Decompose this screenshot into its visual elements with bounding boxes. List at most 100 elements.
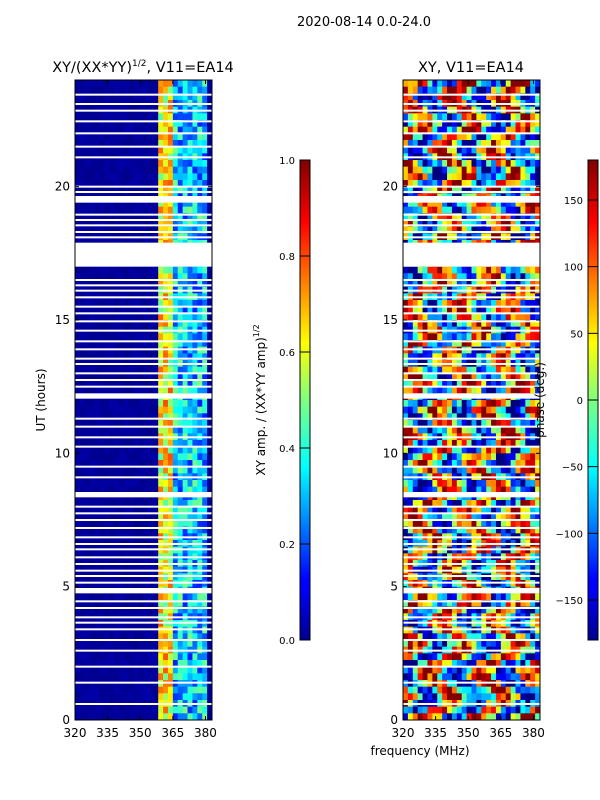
heatmap-cell	[192, 120, 198, 128]
heatmap-cell	[187, 640, 194, 648]
flag-line	[75, 436, 212, 439]
heatmap-cell	[525, 173, 531, 181]
heatmap-cell	[515, 446, 522, 454]
heatmap-cell	[158, 306, 164, 314]
heatmap-cell	[447, 273, 453, 281]
heatmap-cell	[114, 593, 120, 601]
heatmap-cell	[491, 146, 497, 154]
heatmap-cell	[197, 220, 203, 228]
heatmap-cell	[104, 373, 110, 381]
heatmap-cell	[495, 406, 502, 414]
heatmap-cell	[495, 513, 502, 521]
heatmap-cell	[182, 133, 189, 141]
heatmap-cell	[177, 173, 184, 181]
heatmap-cell	[153, 173, 159, 181]
heatmap-cell	[495, 440, 502, 448]
heatmap-cell	[182, 446, 189, 454]
heatmap-cell	[202, 280, 208, 288]
heatmap-cell	[442, 306, 448, 314]
heatmap-cell	[207, 273, 212, 281]
heatmap-cell	[143, 440, 149, 448]
heatmap-cell	[427, 460, 433, 468]
heatmap-cell	[84, 226, 91, 234]
heatmap-cell	[202, 453, 208, 461]
heatmap-cell	[491, 513, 497, 521]
heatmap-cell	[114, 400, 120, 408]
heatmap-cell	[143, 460, 149, 468]
heatmap-cell	[515, 133, 522, 141]
heatmap-cell	[525, 113, 531, 121]
heatmap-cell	[167, 440, 174, 448]
heatmap-cell	[143, 140, 149, 148]
heatmap-cell	[437, 186, 443, 194]
heatmap-cell	[202, 500, 208, 508]
heatmap-cell	[407, 480, 414, 488]
heatmap-cell	[148, 686, 154, 694]
heatmap-cell	[417, 313, 424, 321]
heatmap-cell	[133, 373, 140, 381]
heatmap-cell	[109, 593, 115, 601]
heatmap-cell	[177, 120, 184, 128]
heatmap-cell	[466, 373, 473, 381]
heatmap-cell	[505, 506, 512, 514]
heatmap-cell	[403, 180, 409, 188]
heatmap-cell	[138, 306, 145, 314]
heatmap-cell	[94, 173, 101, 181]
heatmap-cell	[163, 406, 169, 414]
heatmap-cell	[491, 486, 497, 494]
heatmap-cell	[456, 593, 463, 601]
heatmap-cell	[412, 426, 419, 434]
heatmap-cell	[138, 506, 145, 514]
heatmap-cell	[119, 340, 125, 348]
heatmap-cell	[79, 306, 86, 314]
heatmap-cell	[461, 133, 468, 141]
heatmap-cell	[422, 500, 429, 508]
heatmap-cell	[495, 446, 502, 454]
heatmap-cell	[84, 713, 91, 720]
heatmap-cell	[417, 140, 424, 148]
heatmap-cell	[451, 333, 458, 341]
heatmap-cell	[491, 420, 497, 428]
heatmap-cell	[104, 186, 110, 194]
heatmap-cell	[197, 300, 203, 308]
heatmap-cell	[84, 166, 91, 174]
heatmap-cell	[481, 513, 487, 521]
heatmap-cell	[427, 453, 433, 461]
heatmap-cell	[422, 400, 429, 408]
heatmap-cell	[104, 146, 110, 154]
heatmap-cell	[510, 373, 517, 381]
heatmap-cell	[104, 486, 110, 494]
heatmap-cell	[510, 460, 517, 468]
heatmap-cell	[192, 413, 198, 421]
heatmap-cell	[486, 206, 492, 214]
heatmap-cell	[456, 500, 463, 508]
heatmap-cell	[94, 500, 101, 508]
heatmap-cell	[138, 186, 145, 194]
heatmap-cell	[202, 400, 208, 408]
heatmap-cell	[515, 333, 522, 341]
heatmap-cell	[172, 200, 179, 208]
heatmap-cell	[456, 93, 463, 101]
heatmap-cell	[515, 220, 522, 228]
heatmap-cell	[148, 693, 154, 701]
heatmap-cell	[75, 126, 81, 134]
heatmap-cell	[163, 226, 169, 234]
heatmap-cell	[104, 86, 110, 94]
heatmap-cell	[202, 406, 208, 414]
heatmap-cell	[437, 280, 443, 288]
heatmap-cell	[109, 400, 115, 408]
heatmap-cell	[471, 220, 477, 228]
heatmap-cell	[491, 140, 497, 148]
heatmap-cell	[422, 200, 429, 208]
heatmap-cell	[128, 266, 135, 274]
heatmap-cell	[535, 453, 540, 461]
heatmap-cell	[99, 673, 105, 681]
heatmap-cell	[202, 386, 208, 394]
heatmap-cell	[128, 673, 135, 681]
heatmap-cell	[525, 500, 531, 508]
heatmap-cell	[143, 280, 149, 288]
heatmap-cell	[412, 200, 419, 208]
heatmap-cell	[187, 200, 194, 208]
heatmap-cell	[75, 93, 81, 101]
heatmap-cell	[128, 486, 135, 494]
